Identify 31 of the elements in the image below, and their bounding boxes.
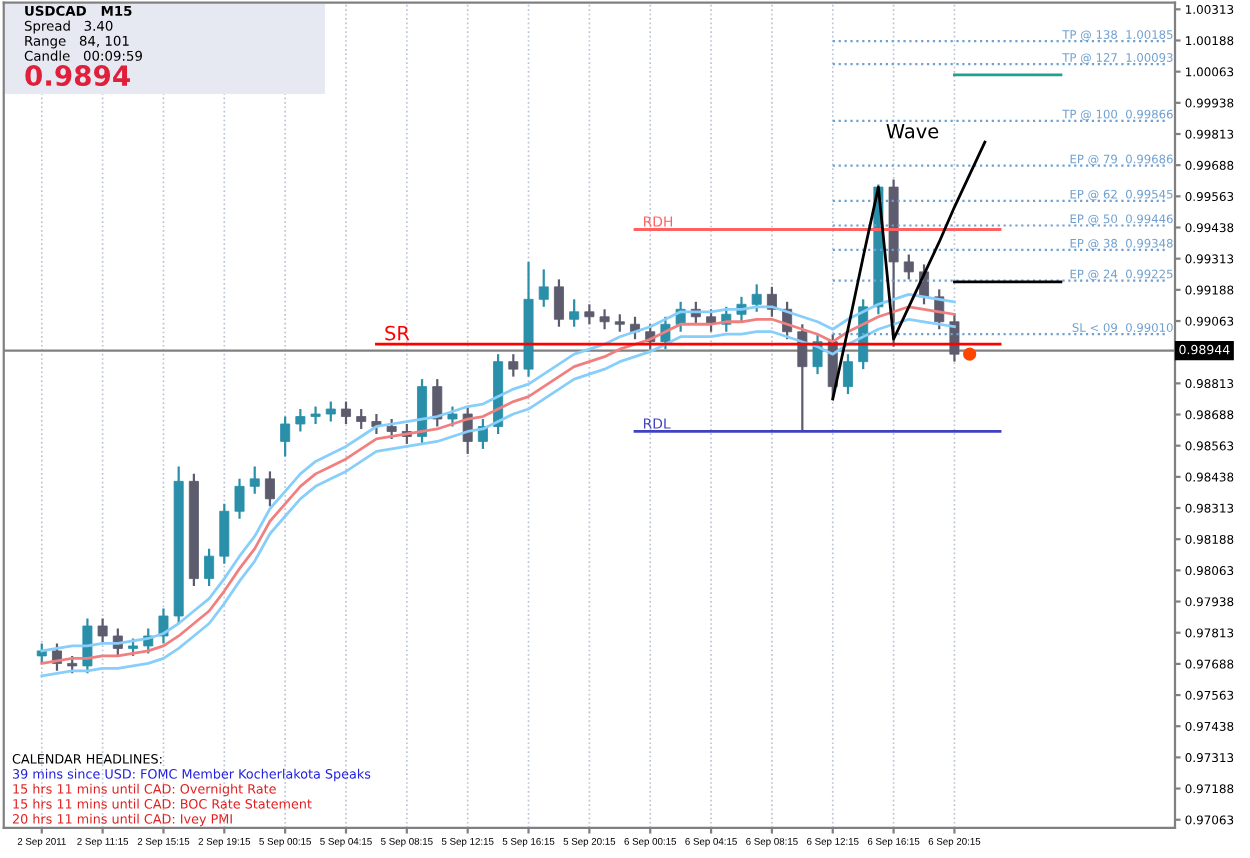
candlestick	[234, 477, 245, 520]
candlestick	[903, 253, 914, 281]
line-series	[831, 140, 987, 401]
candlestick	[356, 407, 367, 431]
candlestick	[432, 378, 443, 428]
candlestick	[82, 617, 93, 675]
candlestick	[341, 400, 351, 426]
candlestick	[219, 502, 230, 565]
candlestick	[36, 642, 47, 665]
candlestick	[538, 268, 549, 308]
candlestick	[249, 465, 260, 495]
candlestick	[797, 323, 808, 433]
candlestick	[447, 405, 458, 428]
candlestick	[325, 400, 336, 423]
text: Wave	[886, 124, 939, 139]
candlestick	[599, 308, 610, 331]
candlestick	[751, 283, 762, 313]
candlestick	[310, 405, 321, 426]
candlestick	[842, 353, 853, 396]
candlestick	[553, 278, 564, 328]
annotation: 0.9894	[25, 65, 130, 87]
series-label: SR	[385, 325, 410, 341]
candlestick	[386, 417, 397, 441]
candlestick	[508, 353, 519, 378]
candlestick	[584, 303, 595, 326]
candlestick	[569, 298, 580, 328]
candlestick	[280, 415, 291, 458]
candlestick	[295, 407, 306, 433]
candlestick	[97, 617, 108, 645]
candlestick	[264, 470, 275, 508]
candlestick	[204, 547, 215, 588]
